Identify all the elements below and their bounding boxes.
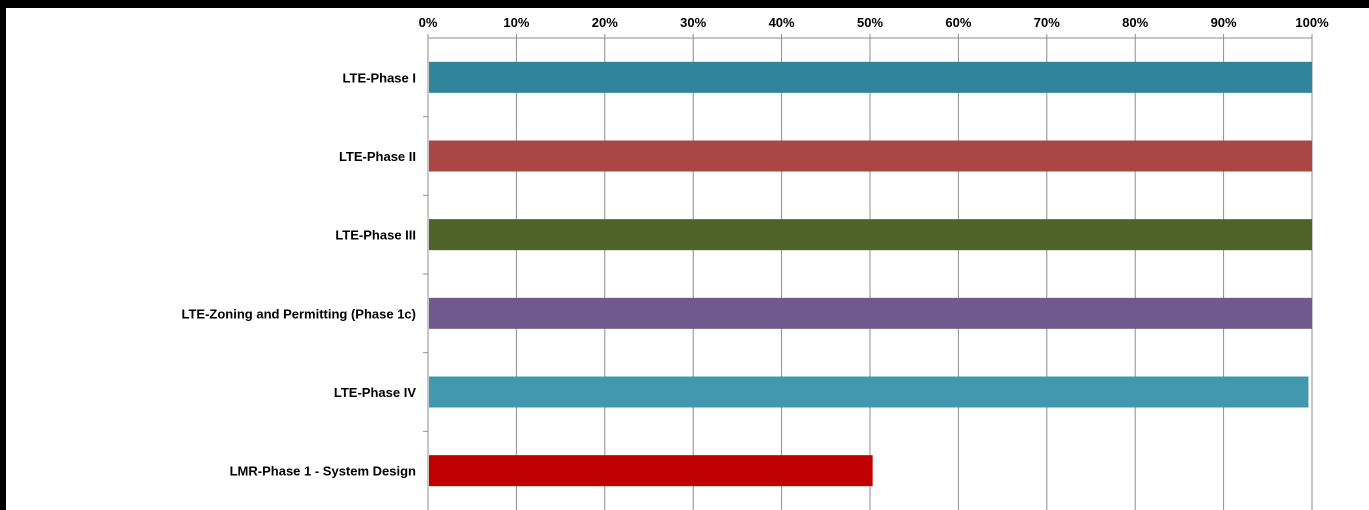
x-tick-label: 30% <box>680 15 706 30</box>
labels: 0% 10% 20% 30% 40% 50% 60% 70% 80% 90% 100% LTE-Pha… <box>182 15 1330 479</box>
bar <box>429 376 1309 408</box>
bar <box>429 140 1312 172</box>
x-tick-label: 0% <box>419 15 438 30</box>
x-tick-label: 90% <box>1211 15 1237 30</box>
bar <box>429 61 1312 93</box>
category-label: LTE-Phase IV <box>334 385 416 400</box>
category-label: LTE-Phase III <box>335 228 416 243</box>
chart-frame: 0% 10% 20% 30% 40% 50% 60% 70% 80% 90% 100% LTE-Pha… <box>6 8 1369 510</box>
gridlines <box>515 38 1313 510</box>
category-label: LTE-Phase I <box>343 70 416 85</box>
x-tick-label: 10% <box>503 15 529 30</box>
x-tick-label: 50% <box>857 15 883 30</box>
x-tick-label: 70% <box>1034 15 1060 30</box>
axes <box>423 34 1313 510</box>
category-label: LTE-Zoning and Permitting (Phase 1c) <box>182 306 417 321</box>
x-tick-label: 100% <box>1295 15 1329 30</box>
bars <box>429 61 1312 487</box>
x-tick-label: 60% <box>945 15 971 30</box>
category-label: LMR-Phase 1 - System Design <box>230 464 416 479</box>
bar <box>429 219 1312 251</box>
x-tick-label: 40% <box>769 15 795 30</box>
bar <box>429 297 1312 329</box>
bar-chart: 0% 10% 20% 30% 40% 50% 60% 70% 80% 90% 100% LTE-Pha… <box>182 15 1330 510</box>
x-tick-label: 20% <box>592 15 618 30</box>
category-label: LTE-Phase II <box>339 149 416 164</box>
bar <box>429 455 873 487</box>
x-tick-label: 80% <box>1122 15 1148 30</box>
